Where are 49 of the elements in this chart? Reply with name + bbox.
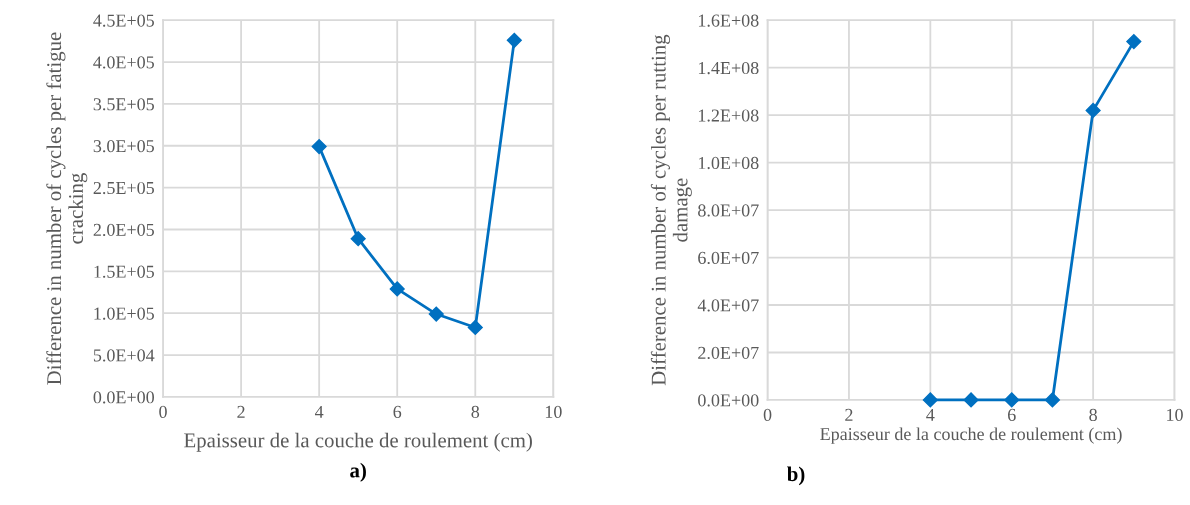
point xyxy=(963,392,979,408)
y-tick-label: 1.5E+05 xyxy=(94,265,154,278)
y-tick-label: 0.0E+00 xyxy=(93,391,155,404)
y-tick-label: 4.5E+05 xyxy=(93,14,154,27)
point xyxy=(506,32,522,48)
point xyxy=(467,319,483,336)
y-tick-label: 1.0E+08 xyxy=(698,156,759,170)
x-tick-label: 8 xyxy=(471,405,480,418)
y-tick-label: 1.0E+05 xyxy=(94,307,154,320)
x-tick-label: 10 xyxy=(1167,408,1183,421)
y-tick-label: 3.0E+05 xyxy=(93,140,154,153)
x-axis-title: Epaisseur de la couche de roulement (cm) xyxy=(820,427,1122,444)
x-tick-label: 4 xyxy=(315,405,324,418)
point xyxy=(350,231,366,247)
point xyxy=(1085,102,1101,118)
x-tick-label: 4 xyxy=(926,408,935,421)
y-tick-label: 4.0E+05 xyxy=(93,56,154,69)
y-tick-label: 3.5E+05 xyxy=(93,98,154,111)
point xyxy=(1044,392,1061,408)
x-tick-label: 10 xyxy=(545,405,562,418)
y-tick-label: 2.0E+07 xyxy=(698,346,759,360)
y-tick-label: 5.0E+04 xyxy=(93,349,155,362)
text: a) xyxy=(350,462,366,482)
point xyxy=(311,139,327,155)
y-tick-label: 0.0E+00 xyxy=(698,394,759,407)
x-tick-label: 0 xyxy=(763,408,772,421)
y-axis-title: Difference in number of cycles per rutting damage xyxy=(650,34,692,386)
x-tick-label: 0 xyxy=(159,405,167,418)
y-axis-title: Difference in number of cycles per fatigue cracking xyxy=(46,32,88,385)
point xyxy=(389,281,405,297)
y-tick-label: 1.2E+08 xyxy=(698,109,759,122)
y-tick-label: 8.0E+07 xyxy=(698,204,759,217)
x-tick-label: 6 xyxy=(1008,408,1016,421)
point xyxy=(428,306,444,322)
point xyxy=(922,392,938,408)
x-tick-label: 2 xyxy=(845,408,853,421)
y-tick-label: 1.4E+08 xyxy=(698,61,759,75)
text: b) xyxy=(787,466,805,486)
x-tick-label: 6 xyxy=(393,405,402,418)
point xyxy=(1126,33,1142,50)
y-tick-label: 2.0E+05 xyxy=(93,223,154,237)
y-tick-label: 6.0E+07 xyxy=(698,251,759,265)
x-tick-label: 2 xyxy=(237,405,245,418)
x-tick-label: 8 xyxy=(1089,408,1097,421)
x-axis-title: Epaisseur de la couche de roulement (cm) xyxy=(184,432,532,452)
y-tick-label: 4.0E+07 xyxy=(697,299,759,312)
point xyxy=(1004,392,1020,408)
y-tick-label: 1.6E+08 xyxy=(698,14,759,27)
y-tick-label: 2.5E+05 xyxy=(93,181,154,195)
